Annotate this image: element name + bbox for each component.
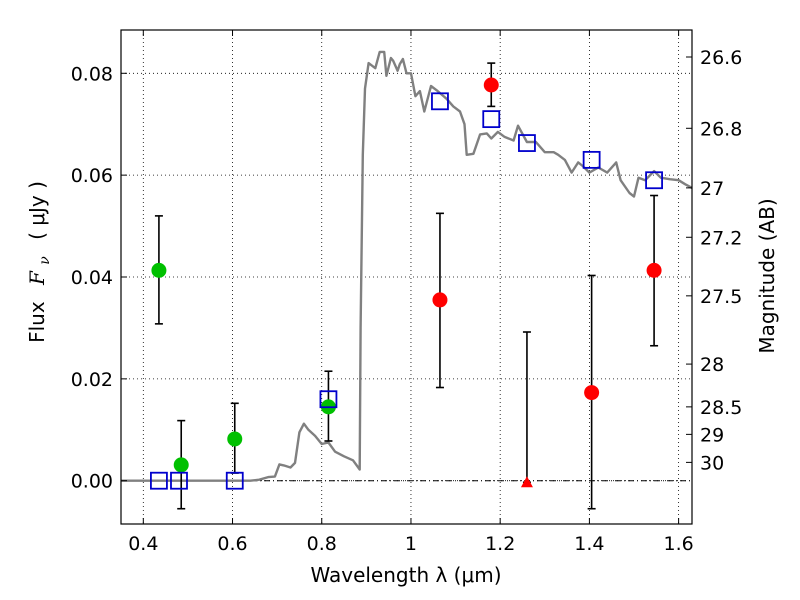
y-tick-label: 0.00 — [71, 471, 113, 493]
y2-tick-label: 29 — [700, 424, 724, 446]
red-circle-marker — [646, 262, 662, 278]
y-tick-label: 0.06 — [71, 165, 113, 187]
y2-axis-label: Magnitude (AB) — [755, 198, 779, 353]
blue-square-marker — [431, 92, 449, 111]
model-spectrum-line — [121, 50, 692, 482]
x-tick-label: 1.4 — [574, 533, 604, 555]
data-layer — [121, 50, 692, 510]
y2-tick-label: 27 — [700, 178, 724, 200]
x-tick-label: 0.6 — [217, 533, 247, 555]
y-tick-label: 0.04 — [71, 267, 113, 289]
blue-square-marker — [319, 390, 338, 409]
red-circle-marker — [483, 77, 499, 93]
green-circle-marker — [227, 431, 243, 447]
blue-square-marker — [645, 171, 663, 190]
blue-square-marker — [582, 150, 601, 169]
y-axis-label-symbol: F — [25, 270, 49, 286]
x-tick-label: 0.8 — [307, 533, 337, 555]
y-axis-label-subscript: ν — [37, 256, 53, 265]
red-circle-marker — [432, 292, 448, 308]
red-circle-marker — [584, 385, 600, 401]
x-tick-label: 0.4 — [128, 533, 158, 555]
y-tick-label: 0.08 — [71, 63, 113, 85]
y-tick-label: 0.02 — [71, 369, 113, 391]
blue-square-marker — [225, 471, 244, 490]
y2-tick-label: 26.6 — [700, 47, 742, 69]
x-axis-label: Wavelength λ (μm) — [310, 563, 501, 587]
plot-area — [121, 30, 692, 524]
y-axis-label-unit: ( μJy ) — [25, 181, 49, 240]
blue-square-marker — [518, 134, 536, 152]
green-circle-marker — [151, 262, 167, 278]
y2-tick-label: 28 — [700, 354, 724, 376]
green-circle-marker — [173, 457, 189, 473]
y2-tick-label: 28.5 — [700, 397, 742, 419]
red-triangle-marker — [520, 476, 533, 488]
y2-tick-label: 26.8 — [700, 118, 742, 140]
blue-square-marker — [170, 471, 188, 490]
y-axis-label: Flux F ν ( μJy ) — [25, 181, 54, 343]
x-tick-label: 1 — [405, 533, 417, 555]
axis-ticks: 0.4 0.6 0.8 1 1.2 1.4 1.6 0.00 0.02 0.04 0.06 0.08 2… — [71, 30, 742, 555]
blue-square-marker — [150, 471, 168, 490]
x-tick-label: 1.6 — [664, 533, 694, 555]
blue-square-marker — [482, 110, 501, 129]
y2-tick-label: 27.5 — [700, 286, 742, 308]
y-axis-label-prefix: Flux — [25, 301, 49, 343]
y2-tick-label: 27.2 — [700, 227, 742, 249]
y2-tick-label: 30 — [700, 452, 724, 474]
x-tick-label: 1.2 — [485, 533, 515, 555]
